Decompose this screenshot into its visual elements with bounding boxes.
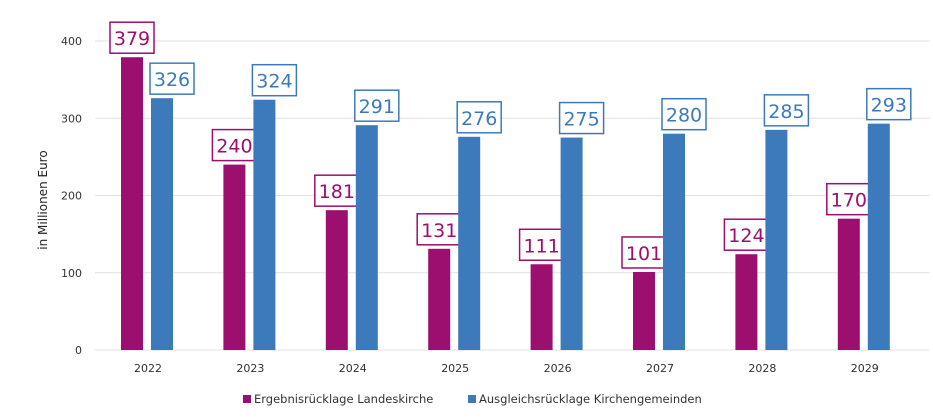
data-label: 379 — [114, 28, 150, 50]
data-label: 124 — [728, 225, 764, 247]
y-tick-label: 400 — [61, 35, 82, 48]
bar — [458, 136, 481, 350]
data-label-box — [314, 174, 360, 207]
data-label-box — [826, 182, 872, 216]
bar — [355, 125, 378, 350]
bar — [765, 129, 788, 350]
y-tick-label: 0 — [75, 344, 82, 357]
x-tick-label: 2028 — [748, 362, 776, 375]
bar — [223, 164, 246, 350]
bar — [428, 248, 451, 350]
data-label-box — [251, 63, 298, 97]
data-label: 293 — [871, 95, 907, 117]
bar — [151, 98, 173, 350]
data-label-box — [211, 128, 258, 162]
x-tick-label: 2024 — [339, 362, 367, 375]
data-label-box — [149, 62, 195, 95]
data-label-box — [866, 87, 912, 121]
data-label: 280 — [666, 105, 702, 127]
data-label-box — [763, 94, 810, 127]
legend-swatch — [468, 395, 476, 403]
legend-label: Ergebnisrücklage Landeskirche — [254, 392, 433, 406]
x-tick-label: 2026 — [544, 362, 572, 375]
data-label: 131 — [421, 220, 457, 242]
data-label: 111 — [523, 235, 559, 257]
y-tick-label: 200 — [61, 190, 82, 203]
data-label: 291 — [359, 96, 395, 118]
y-tick-label: 300 — [61, 112, 82, 125]
x-tick-label: 2022 — [134, 362, 162, 375]
data-label-box — [354, 89, 400, 122]
data-label: 324 — [256, 71, 292, 93]
data-label-box — [416, 213, 462, 246]
legend-swatch — [243, 395, 251, 403]
data-label: 101 — [626, 243, 662, 265]
bar — [253, 99, 276, 351]
x-tick-label: 2023 — [236, 362, 264, 375]
data-label: 326 — [154, 69, 190, 91]
data-label-box — [723, 218, 770, 251]
bar — [325, 210, 348, 350]
data-label-box — [661, 97, 707, 131]
legend-label: Ausgleichsrücklage Kirchengemeinden — [479, 392, 702, 406]
y-axis-label: in Millionen Euro — [36, 150, 50, 249]
bar — [121, 57, 143, 350]
bar — [633, 271, 655, 350]
data-label: 181 — [319, 181, 355, 203]
data-label-box — [621, 236, 667, 269]
data-label-box — [109, 21, 155, 54]
bar — [560, 137, 583, 350]
bar — [867, 123, 890, 350]
y-tick-label: 100 — [61, 267, 82, 280]
data-label: 276 — [461, 108, 497, 130]
data-label-box — [558, 101, 605, 135]
data-label: 275 — [563, 109, 599, 131]
bar — [735, 254, 758, 350]
x-tick-label: 2029 — [851, 362, 879, 375]
bar — [837, 218, 860, 350]
data-label-box — [456, 101, 502, 134]
bar — [663, 133, 685, 350]
x-tick-label: 2027 — [646, 362, 674, 375]
data-label: 285 — [768, 101, 804, 123]
data-label: 170 — [831, 190, 867, 212]
data-label: 240 — [216, 136, 252, 158]
x-tick-label: 2025 — [441, 362, 469, 375]
bar — [530, 264, 553, 350]
